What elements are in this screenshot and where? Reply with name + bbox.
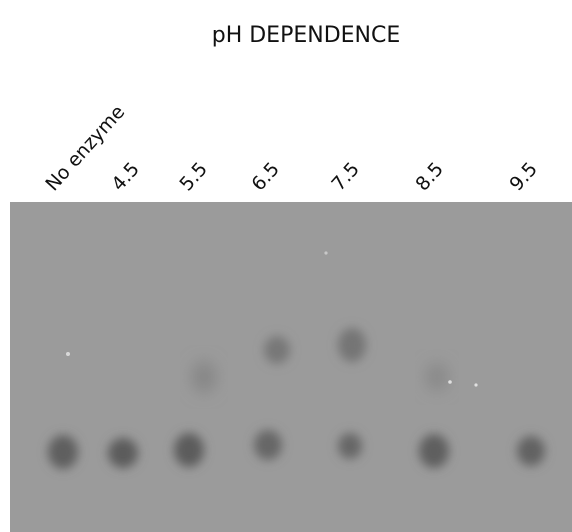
spot: [338, 328, 366, 362]
speck: [66, 352, 70, 356]
lane-label: 4.5: [107, 158, 144, 195]
title: pH DEPENDENCE: [212, 23, 401, 48]
spot: [254, 430, 282, 460]
spot: [426, 363, 448, 391]
spot: [517, 436, 545, 466]
speck: [324, 251, 328, 255]
speck: [474, 383, 478, 387]
lane-label: 7.5: [327, 158, 364, 195]
spot: [108, 438, 138, 468]
tlc-plate: [10, 202, 572, 532]
spots: [48, 251, 545, 469]
lane-label: 8.5: [411, 158, 448, 195]
spot: [48, 435, 78, 469]
lane-label: 5.5: [175, 158, 212, 195]
spot: [174, 433, 204, 467]
lane-label: 6.5: [247, 158, 284, 195]
spot: [192, 361, 216, 393]
spot: [419, 434, 449, 468]
spot: [264, 336, 290, 364]
spot: [338, 433, 362, 459]
lane-label: 9.5: [505, 158, 542, 195]
speck: [448, 380, 452, 384]
